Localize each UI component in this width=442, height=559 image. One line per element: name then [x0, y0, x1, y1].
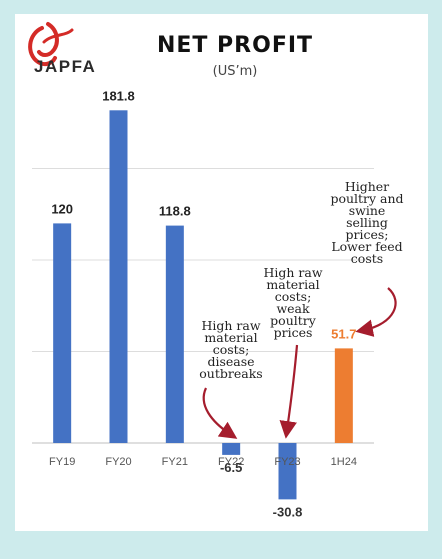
tick-label-1h24: 1H24 — [331, 456, 357, 468]
value-label-fy22: -6.5 — [220, 460, 242, 475]
value-label-fy19: 120 — [51, 201, 73, 216]
bar-1h24 — [334, 348, 353, 443]
value-label-fy21: 118.8 — [159, 204, 191, 219]
bar-fy21 — [165, 225, 184, 443]
annotation-fy22: High raw material costs; disease outbrea… — [199, 318, 263, 381]
tick-label-fy23: FY23 — [274, 456, 300, 468]
bar-fy19 — [53, 223, 72, 443]
brand-name: JAPFA — [34, 57, 97, 76]
annotation-1h24: Higher poultry and swine selling prices;… — [330, 179, 404, 266]
japfa-logo-icon — [28, 22, 74, 67]
value-label-1h24: 51.7 — [331, 326, 356, 341]
annotation-fy23: High raw material costs; weak poultry pr… — [263, 265, 323, 340]
arrow-fy23 — [279, 344, 299, 439]
tick-label-fy20: FY20 — [105, 456, 131, 468]
bar-fy22 — [222, 443, 241, 455]
chart-title: NET PROFIT — [156, 33, 314, 58]
arrow-fy22 — [202, 387, 238, 439]
bar-fy23 — [278, 443, 297, 500]
value-label-fy20: 181.8 — [102, 88, 135, 103]
tick-label-fy21: FY21 — [162, 456, 188, 468]
chart-card — [15, 14, 428, 531]
tick-label-fy22: FY22 — [218, 456, 244, 468]
bar-fy20 — [109, 110, 128, 443]
chart-subtitle: (US’m) — [212, 64, 258, 79]
arrow-1h24 — [355, 287, 397, 337]
tick-label-fy19: FY19 — [49, 456, 75, 468]
value-label-fy23: -30.8 — [273, 504, 303, 519]
